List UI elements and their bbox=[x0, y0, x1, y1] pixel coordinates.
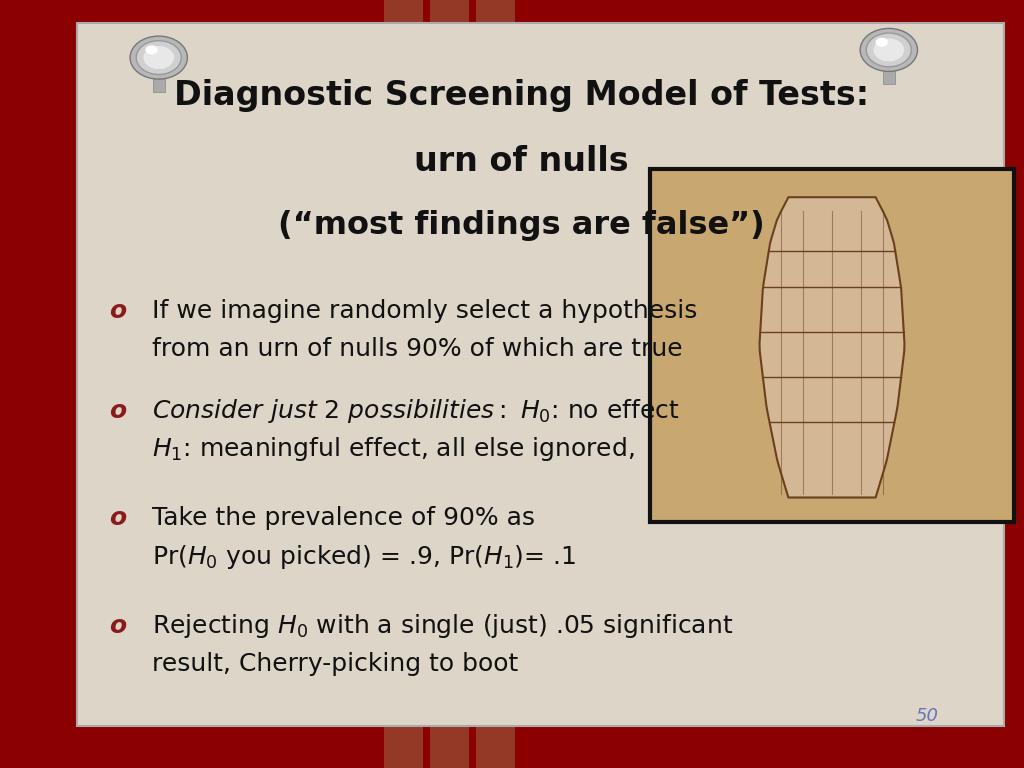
Circle shape bbox=[143, 46, 174, 69]
Text: $H_1$: meaningful effect, all else ignored,: $H_1$: meaningful effect, all else ignor… bbox=[152, 435, 634, 463]
Text: Take the prevalence of 90% as: Take the prevalence of 90% as bbox=[152, 506, 535, 531]
Text: Diagnostic Screening Model of Tests:: Diagnostic Screening Model of Tests: bbox=[174, 80, 869, 112]
Text: 50: 50 bbox=[915, 707, 938, 725]
Bar bbox=[883, 69, 895, 84]
Polygon shape bbox=[760, 197, 904, 498]
Circle shape bbox=[136, 41, 181, 74]
Text: Pr($H_0$ you picked) = .9, Pr($H_1$)= .1: Pr($H_0$ you picked) = .9, Pr($H_1$)= .1 bbox=[152, 543, 575, 571]
Bar bbox=[153, 77, 165, 92]
Text: result, Cherry-picking to boot: result, Cherry-picking to boot bbox=[152, 652, 518, 677]
Text: o: o bbox=[110, 299, 126, 323]
Circle shape bbox=[873, 38, 904, 61]
Text: (“most findings are false”): (“most findings are false”) bbox=[279, 210, 765, 240]
Bar bbox=[476, 0, 515, 768]
Bar bbox=[430, 0, 469, 768]
Bar bbox=[650, 169, 1014, 522]
Text: o: o bbox=[110, 506, 126, 531]
Text: urn of nulls: urn of nulls bbox=[415, 145, 629, 177]
Circle shape bbox=[866, 33, 911, 67]
Text: If we imagine randomly select a hypothesis: If we imagine randomly select a hypothes… bbox=[152, 299, 697, 323]
Text: from an urn of nulls 90% of which are true: from an urn of nulls 90% of which are tr… bbox=[152, 337, 682, 362]
Circle shape bbox=[860, 28, 918, 71]
Text: o: o bbox=[110, 614, 126, 638]
Text: o: o bbox=[110, 399, 126, 423]
Circle shape bbox=[145, 45, 158, 55]
Text: Rejecting $H_0$ with a single (just) .05 significant: Rejecting $H_0$ with a single (just) .05… bbox=[152, 612, 733, 640]
Circle shape bbox=[130, 36, 187, 79]
Text: $\it{Consider\ just\ 2\ possibilities:}$ $H_0$: no effect: $\it{Consider\ just\ 2\ possibilities:}$… bbox=[152, 397, 679, 425]
Bar bbox=[384, 0, 423, 768]
Circle shape bbox=[876, 38, 888, 47]
